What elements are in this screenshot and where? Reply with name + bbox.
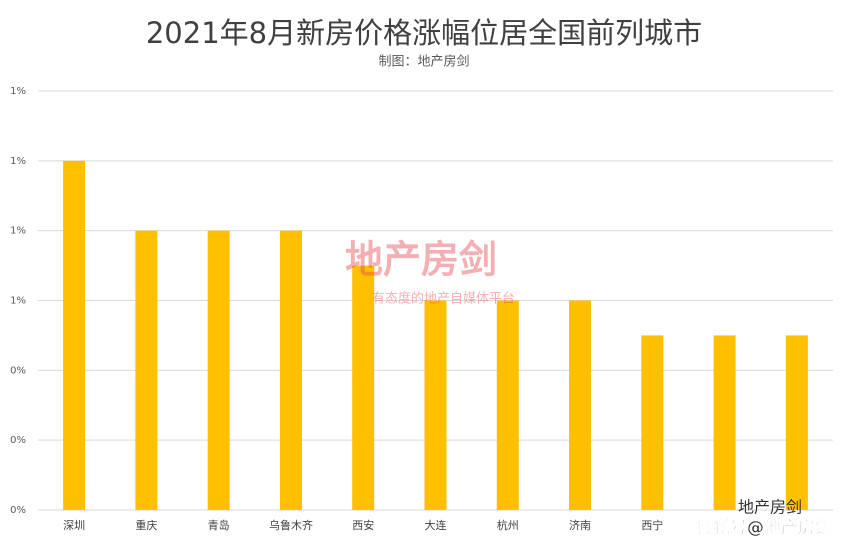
x-tick-label: 深圳 [63,519,85,532]
x-tick-label: 西安 [352,518,374,532]
x-tick-label: 重庆 [135,518,157,532]
y-tick-label: 1% [10,86,26,97]
y-tick-label: 1% [10,296,26,307]
bar [63,160,86,511]
y-tick-label: 0% [10,505,26,516]
x-tick-label: 大连 [425,518,447,532]
bar [135,230,158,510]
source-mark: 搜狐号@地产房剑 [696,517,832,538]
bar [641,335,664,510]
x-tick-label: 济南 [569,518,591,532]
bar [279,230,302,510]
account-name: 地产房剑 [738,498,802,517]
y-tick-label: 0% [10,435,26,446]
bar [785,335,808,510]
bar [496,300,519,510]
bar [569,300,592,510]
x-tick-label: 青岛 [208,518,230,532]
bar [352,265,375,510]
bar [713,335,736,510]
plot: 0% 0% 0% 1% 1% 1% 1% 深圳 重庆 青岛 乌鲁木齐 西安 大连 杭州 济南 西宁 [10,86,833,532]
y-tick-label: 0% [10,365,26,376]
y-tick-label: 1% [10,156,26,167]
x-tick-label: 西宁 [641,518,663,532]
watermark-logo: 地产房剑 [345,238,497,282]
x-tick-label: 杭州 [497,518,519,532]
watermark-slogan: 有态度的地产自媒体平台 [372,291,515,307]
bar [424,300,447,510]
x-tick-label: 乌鲁木齐 [269,518,313,532]
chart-subtitle: 制图：地产房剑 [378,54,469,70]
y-tick-label: 1% [10,226,26,237]
bar [207,230,230,510]
watermark: 地产房剑 有态度的地产自媒体平台 [345,238,515,307]
chart-title: 2021年8月新房价格涨幅位居全国前列城市 [146,16,702,50]
